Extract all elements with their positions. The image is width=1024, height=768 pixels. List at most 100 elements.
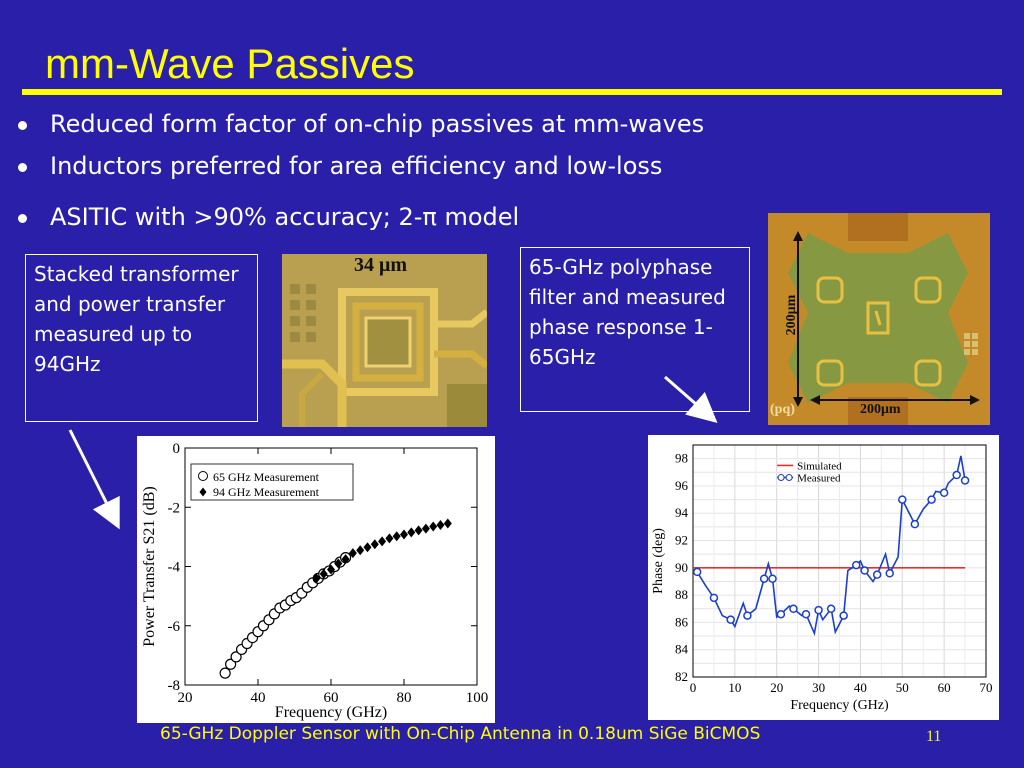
- y-tick-label: 92: [675, 533, 688, 548]
- phase-response-plot: 0 10 20 30 40 50 60 70 82 84 86 88 90 92 94 96 98 Frequen…: [648, 435, 999, 720]
- y-axis-label: Power Transfer S21 (dB): [141, 486, 158, 646]
- data-point-94ghz: [341, 554, 350, 565]
- legend-label: 94 GHz Measurement: [213, 485, 320, 499]
- callout-transformer: Stacked transformer and power transfer m…: [25, 254, 258, 422]
- legend-marker-measured: [785, 473, 793, 481]
- data-point-65ghz: [225, 658, 237, 670]
- page-number: 11: [926, 728, 942, 745]
- y-tick-label: -8: [168, 678, 181, 694]
- measured-point: [910, 519, 920, 529]
- legend-marker-measured: [777, 473, 785, 481]
- measured-point: [826, 604, 836, 614]
- measured-point: [743, 611, 752, 620]
- data-point-94ghz: [421, 523, 430, 534]
- data-point-94ghz: [443, 518, 452, 529]
- y-tick-label: 0: [173, 441, 181, 457]
- transformer-die-photo: 34 μm: [282, 254, 487, 427]
- port-label-pq: (pq): [770, 402, 795, 417]
- y-tick-label: 98: [675, 451, 688, 466]
- x-tick-label: 70: [980, 680, 993, 695]
- data-point-94ghz: [370, 539, 379, 550]
- measured-point: [801, 609, 811, 619]
- measured-point: [726, 615, 735, 624]
- legend-box: [190, 463, 354, 501]
- data-point-94ghz: [327, 564, 335, 575]
- data-point-94ghz: [385, 533, 394, 544]
- legend-label: Simulated: [797, 460, 842, 472]
- data-point-94ghz: [363, 542, 372, 553]
- y-axis-label: Phase (deg): [651, 528, 666, 594]
- bullet-dot-icon: [18, 163, 27, 172]
- data-point-94ghz: [312, 573, 321, 584]
- power-transfer-chart: 20 40 60 80 100 -8 -6 -4 -2 0 Frequency (GHz) Power…: [141, 441, 489, 721]
- bullet-text: ASITIC with >90% accuracy; 2-π model: [50, 203, 520, 231]
- data-point-94ghz: [319, 568, 328, 579]
- scale-label-horizontal: 200μm: [860, 402, 901, 417]
- data-point-65ghz: [230, 651, 242, 663]
- bullet-text: Inductors preferred for area efficiency …: [50, 152, 663, 180]
- bullet-text: Reduced form factor of on-chip passives …: [50, 110, 705, 138]
- data-point-94ghz: [378, 536, 387, 547]
- measured-point: [885, 569, 894, 578]
- x-tick-label: 50: [896, 680, 909, 695]
- bullet-dot-icon: [18, 121, 27, 130]
- measured-point: [927, 495, 936, 504]
- x-tick-label: 10: [728, 680, 741, 695]
- x-tick-label: 100: [466, 690, 489, 706]
- y-tick-label: -2: [168, 500, 181, 516]
- measured-point: [860, 566, 869, 575]
- x-tick-label: 0: [690, 680, 697, 695]
- polyphase-filter-die-photo: 200μm 200μm (pq): [768, 213, 990, 425]
- arrow-to-phase-plot: [664, 375, 718, 423]
- data-point-65ghz: [219, 667, 231, 679]
- measured-point: [776, 609, 786, 619]
- data-point-94ghz: [400, 529, 408, 540]
- scale-label-vertical: 200μm: [784, 294, 799, 336]
- data-point-94ghz: [414, 525, 423, 536]
- slide-title: mm-Wave Passives: [45, 40, 415, 87]
- legend-marker-94ghz: [199, 487, 207, 497]
- phase-response-chart: 0 10 20 30 40 50 60 70 82 84 86 88 90 92 94 96 98 Frequen…: [651, 444, 993, 713]
- measured-point: [872, 570, 882, 579]
- y-tick-label: 96: [675, 478, 689, 493]
- measured-point: [939, 488, 949, 498]
- data-point-94ghz: [334, 558, 343, 569]
- y-tick-label: -4: [168, 560, 181, 576]
- power-transfer-plot: 20 40 60 80 100 -8 -6 -4 -2 0 Frequency (GHz) Power…: [137, 436, 495, 723]
- legend-label: 65 GHz Measurement: [213, 470, 320, 484]
- measured-point: [768, 574, 777, 583]
- y-tick-label: 82: [675, 669, 688, 684]
- slide-footer: 65-GHz Doppler Sensor with On-Chip Anten…: [160, 724, 761, 744]
- x-tick-label: 30: [812, 680, 825, 695]
- measured-point: [851, 560, 861, 570]
- arrow-to-transfer-plot: [68, 429, 120, 530]
- y-tick-label: 86: [675, 614, 689, 629]
- data-point-94ghz: [407, 527, 416, 538]
- plot-frame: [692, 444, 987, 678]
- x-tick-label: 20: [178, 690, 193, 706]
- measured-point: [789, 604, 798, 614]
- measured-point: [692, 567, 702, 577]
- y-tick-label: 88: [675, 587, 688, 602]
- x-tick-label: 60: [324, 690, 339, 706]
- data-point-94ghz: [436, 520, 445, 531]
- measured-point: [839, 611, 848, 620]
- measured-point: [952, 470, 961, 480]
- x-axis-label: Frequency (GHz): [275, 704, 387, 721]
- data-point-94ghz: [429, 521, 438, 532]
- y-tick-label: 94: [675, 505, 689, 520]
- x-tick-label: 80: [397, 690, 412, 706]
- title-underline: [22, 89, 1002, 95]
- y-tick-label: -6: [168, 619, 181, 635]
- bullet-dot-icon: [18, 214, 27, 223]
- legend-label: Measured: [797, 472, 841, 484]
- x-axis-label: Frequency (GHz): [790, 698, 889, 713]
- x-tick-label: 40: [854, 680, 867, 695]
- measured-point: [709, 593, 719, 603]
- scale-label-34um: 34 μm: [354, 254, 407, 276]
- y-tick-label: 90: [675, 560, 688, 575]
- x-tick-label: 20: [770, 680, 783, 695]
- x-tick-label: 40: [251, 690, 266, 706]
- measured-point: [898, 495, 907, 504]
